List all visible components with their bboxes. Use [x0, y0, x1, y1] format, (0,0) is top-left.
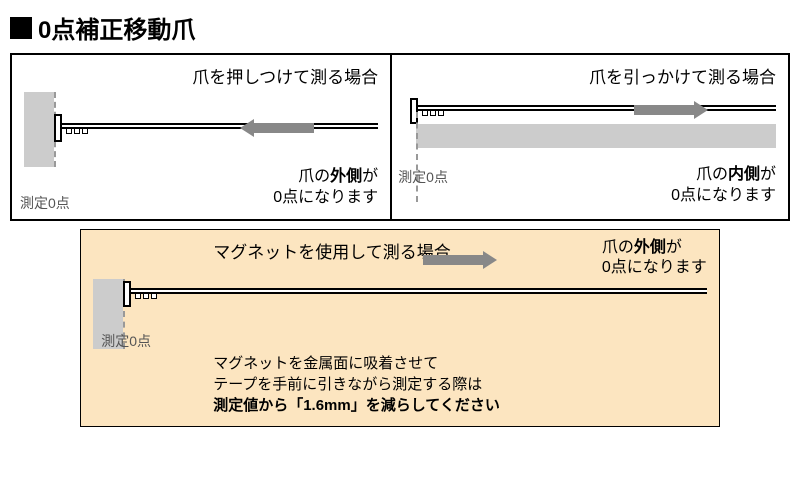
- panel-pull: 爪を引っかけて測る場合 測定0点 爪の内側が 0点になります: [392, 53, 790, 221]
- zero-line: [416, 112, 418, 202]
- arrow-left-icon: [254, 123, 314, 133]
- wall: [24, 92, 54, 167]
- tape: [418, 105, 776, 111]
- tape: [131, 288, 707, 294]
- hook: [123, 281, 131, 307]
- panel2-desc: 爪の内側が 0点になります: [404, 165, 776, 207]
- title-text: 0点補正移動爪: [38, 10, 195, 45]
- panel1-title: 爪を押しつけて測る場合: [24, 63, 378, 88]
- panel3-note: マグネットを金属面に吸着させて テープを手前に引きながら測定する際は 測定値から…: [213, 353, 707, 416]
- hook: [54, 114, 62, 142]
- panel3-desc: 爪の外側が 0点になります: [602, 238, 707, 280]
- arrow-right-icon: [423, 255, 483, 265]
- panel2-label: 測定0点: [398, 167, 448, 187]
- panel1-desc: 爪の外側が 0点になります: [24, 167, 378, 209]
- top-row: 爪を押しつけて測る場合 測定0点 爪の外側が 0点になります 爪を引っかけて測る…: [10, 53, 790, 221]
- surface: [416, 124, 776, 148]
- panel2-diagram: [404, 92, 776, 147]
- panel-push: 爪を押しつけて測る場合 測定0点 爪の外側が 0点になります: [10, 53, 392, 221]
- panel3-title: マグネットを使用して測る場合: [213, 238, 451, 263]
- panel1-diagram: [24, 92, 378, 167]
- tape: [62, 123, 378, 129]
- panel3-label: 測定0点: [101, 331, 151, 351]
- title-square-icon: [10, 17, 32, 39]
- panel2-title: 爪を引っかけて測る場合: [404, 63, 776, 88]
- arrow-right-icon: [634, 105, 694, 115]
- panel3-diagram: 測定0点: [93, 279, 707, 349]
- panel1-label: 測定0点: [20, 193, 70, 213]
- panel-magnet: マグネットを使用して測る場合 爪の外側が 0点になります 測定0点 マグネットを…: [80, 229, 720, 428]
- main-title: 0点補正移動爪: [10, 10, 790, 45]
